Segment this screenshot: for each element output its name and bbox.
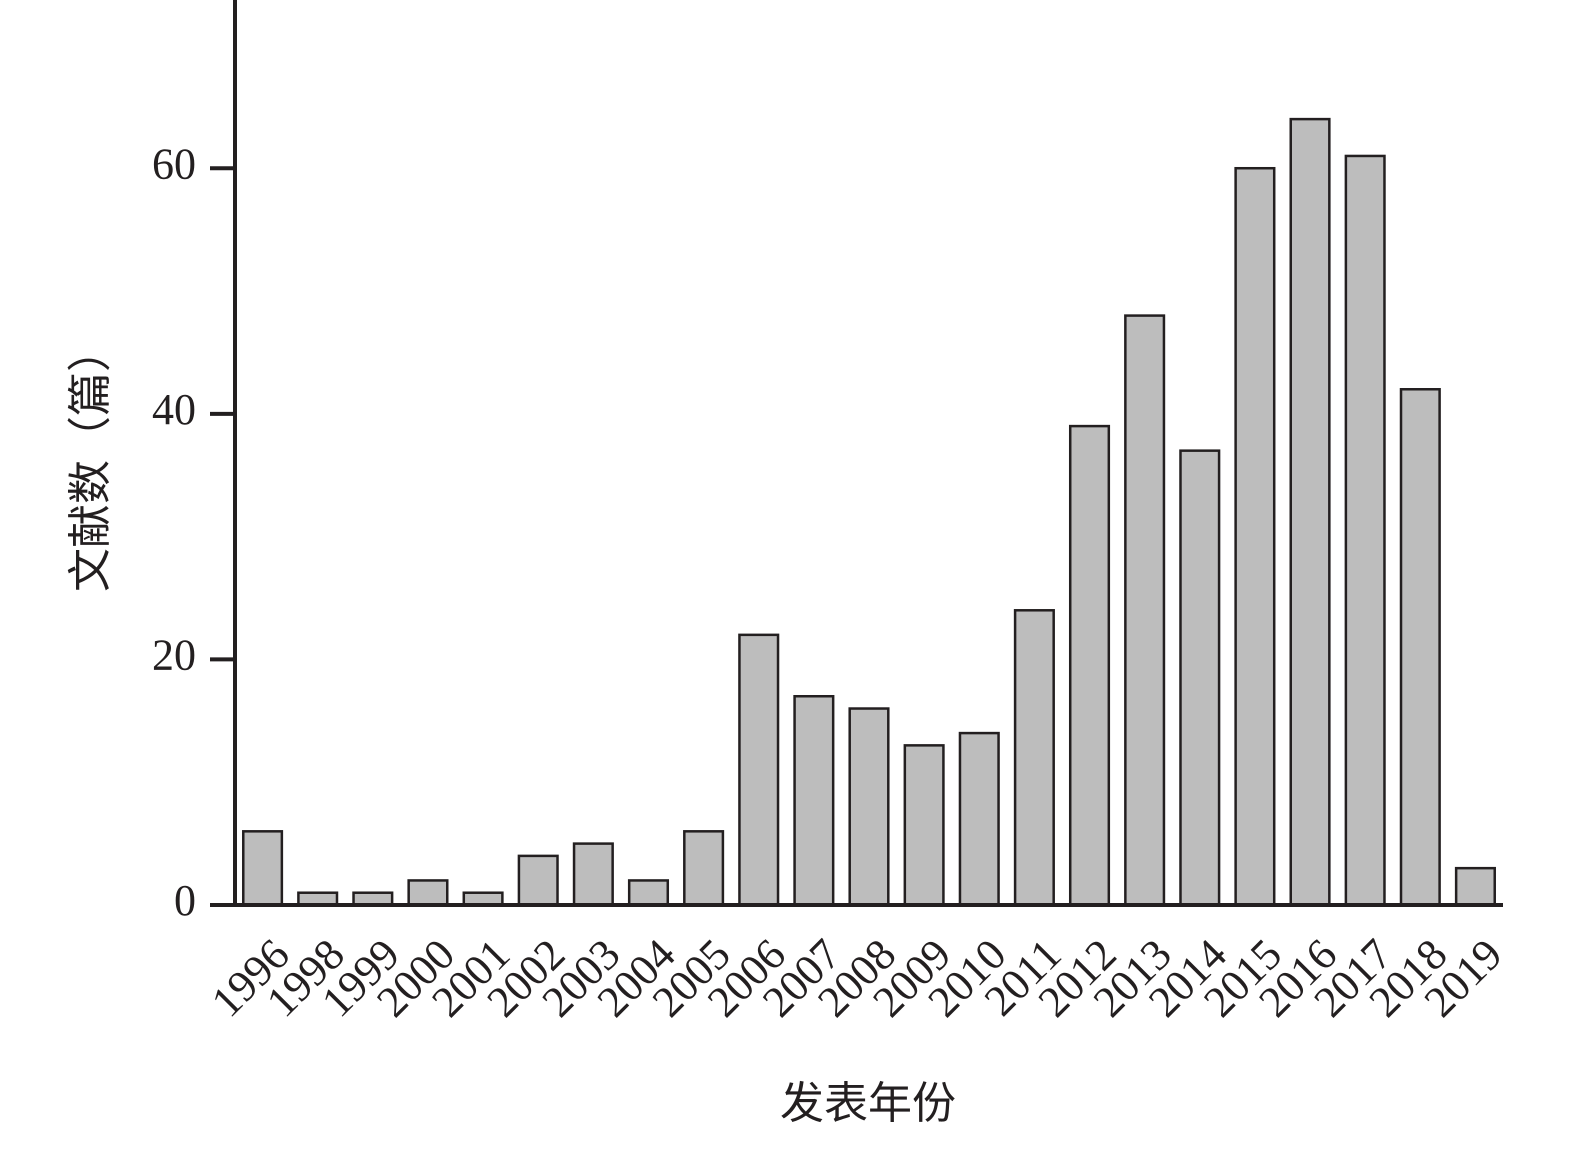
bar [958, 731, 1000, 907]
bar [738, 633, 780, 907]
x-axis-label: 发表年份 [780, 1079, 956, 1128]
bar [242, 830, 284, 907]
bar [793, 694, 835, 907]
bar [517, 854, 559, 907]
bar [572, 842, 614, 907]
y-tick-label: 0 [174, 876, 196, 925]
bar [407, 879, 449, 907]
y-tick-label: 60 [152, 139, 196, 188]
y-axis-label: 文献数（篇） [66, 328, 115, 592]
bar [848, 707, 890, 907]
bar [1234, 166, 1276, 907]
bar [1124, 314, 1166, 907]
y-tick-label: 20 [152, 631, 196, 680]
bar [1399, 388, 1441, 907]
bar [1068, 424, 1111, 907]
bar [627, 879, 670, 907]
bar [903, 744, 945, 907]
bar [1344, 154, 1386, 907]
bar [1454, 866, 1496, 907]
bar [683, 830, 725, 907]
bar [1179, 449, 1221, 907]
bar [1289, 117, 1331, 907]
bar [1013, 609, 1055, 907]
y-tick-label: 40 [152, 385, 196, 434]
